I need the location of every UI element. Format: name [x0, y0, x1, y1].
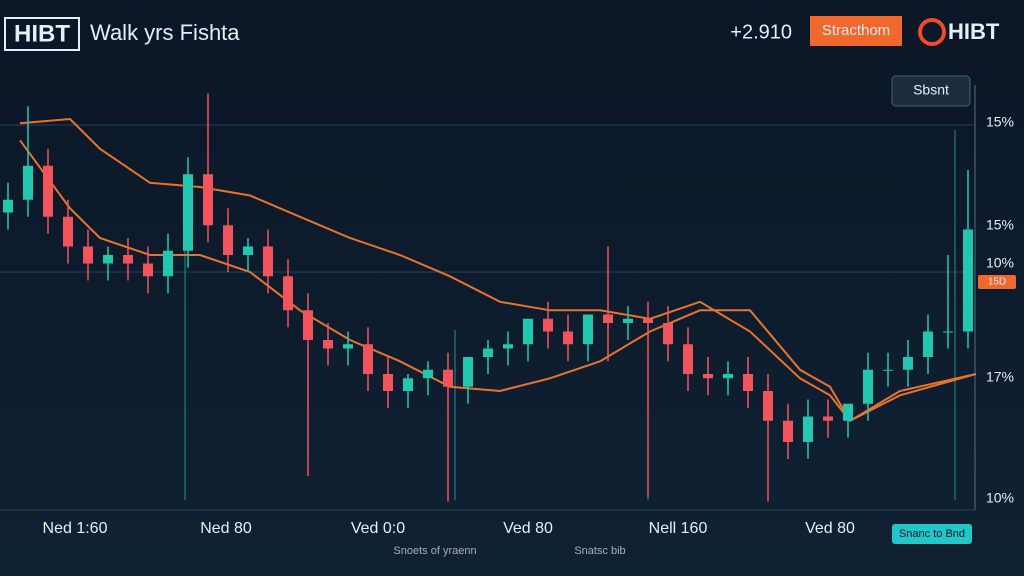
- x-label: Ved 80: [805, 520, 855, 537]
- plot: [3, 93, 977, 502]
- moving-average: [19, 117, 977, 423]
- candle-body: [903, 357, 913, 370]
- candle-body: [923, 331, 933, 357]
- candle-body: [683, 344, 693, 374]
- y-label: 15D: [988, 277, 1006, 288]
- candle-body: [823, 416, 833, 421]
- candle-body: [383, 374, 393, 391]
- logo-text: HIBT: [14, 20, 70, 47]
- candle-body: [103, 255, 113, 264]
- candle-body: [583, 314, 593, 345]
- candle-body: [703, 374, 713, 379]
- side-button[interactable]: [891, 75, 971, 107]
- candle-body: [643, 318, 653, 323]
- y-label: 15%: [986, 114, 1014, 130]
- candle-body: [203, 174, 213, 226]
- y-label: 15%: [986, 217, 1014, 233]
- side-button-label[interactable]: Sbsnt: [913, 82, 949, 98]
- brand-icon: [918, 18, 946, 46]
- candle-body: [263, 246, 273, 277]
- candle-body: [443, 369, 453, 387]
- candle-body: [163, 250, 173, 277]
- change: +2.910: [730, 21, 792, 43]
- candle-body: [223, 225, 233, 255]
- candle-body: [83, 246, 93, 264]
- candle-body: [963, 229, 973, 332]
- footer-text: Snoets of yraenn: [393, 545, 476, 557]
- candle-body: [863, 369, 873, 404]
- candle-body: [843, 403, 853, 421]
- candle-body: [3, 199, 13, 213]
- grid: [0, 124, 975, 511]
- price-badge: [978, 275, 1016, 289]
- candle-body: [783, 420, 793, 442]
- footer-button[interactable]: [892, 524, 972, 544]
- candle-body: [243, 246, 253, 255]
- footer-button-label[interactable]: Snanc to Bnd: [899, 528, 965, 540]
- candle-body: [463, 357, 473, 387]
- candle-body: [763, 391, 773, 421]
- y-label: 10%: [986, 255, 1014, 271]
- x-labels: Ned 1:60 Ned 80 Ved 0:0 Ved 80 Nell 160 Ved 8…: [43, 520, 855, 537]
- candle-body: [143, 263, 153, 277]
- candle-body: [403, 378, 413, 391]
- candle-body: [943, 331, 953, 333]
- x-label: Ned 80: [200, 520, 252, 537]
- candle-body: [803, 416, 813, 442]
- candle-body: [23, 165, 33, 200]
- candle-body: [323, 340, 333, 349]
- y-label: 10%: [986, 490, 1014, 506]
- candle-body: [363, 344, 373, 374]
- title: Walk yrs Fishta: [90, 20, 240, 45]
- candle-body: [663, 323, 673, 345]
- button-label[interactable]: Stracthom: [822, 22, 890, 39]
- candle-body: [623, 318, 633, 323]
- candle-body: [343, 344, 353, 349]
- x-label: Nell 160: [649, 520, 708, 537]
- x-label: Ved 80: [503, 520, 553, 537]
- candle-body: [63, 216, 73, 247]
- x-label: Ned 1:60: [43, 520, 108, 537]
- candle-body: [183, 174, 193, 251]
- candle-body: [603, 314, 613, 323]
- button[interactable]: [810, 16, 902, 46]
- candle-body: [523, 318, 533, 345]
- candle-body: [543, 318, 553, 332]
- logo-box: [4, 17, 80, 51]
- x-label: Ved 0:0: [351, 520, 405, 537]
- y-label: 17%: [986, 369, 1014, 385]
- candle-body: [283, 276, 293, 311]
- candle-body: [483, 348, 493, 357]
- candle-body: [423, 369, 433, 379]
- candle-body: [743, 374, 753, 391]
- footer-text: Snatsc bib: [574, 545, 625, 557]
- candle-body: [883, 369, 893, 371]
- brand: HIBT: [948, 19, 1000, 44]
- candle-body: [723, 374, 733, 379]
- candle-body: [123, 255, 133, 264]
- candle-body: [303, 310, 313, 340]
- candle-body: [503, 344, 513, 349]
- candle-body: [43, 165, 53, 217]
- y-labels: 15% 15% 10% 15D 17% 10%: [978, 114, 1016, 506]
- candle-body: [563, 331, 573, 345]
